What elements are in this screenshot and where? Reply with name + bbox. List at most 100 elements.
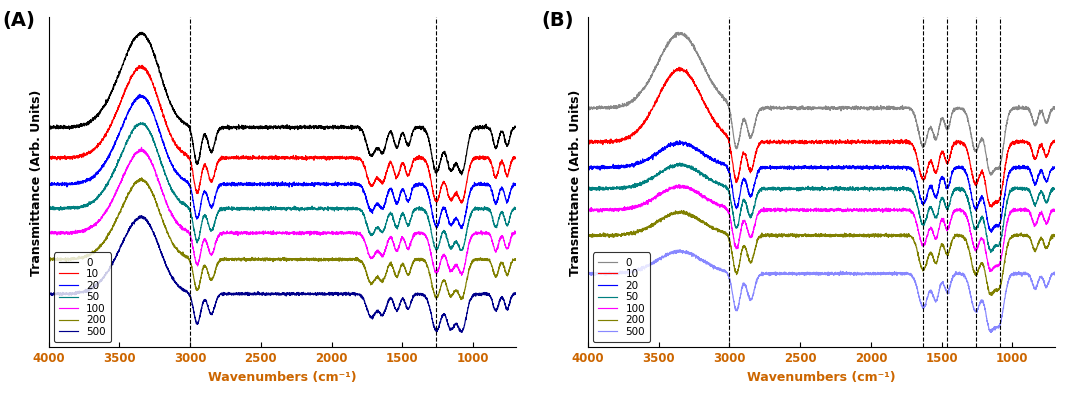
0	[593, 104, 605, 109]
500	[985, 330, 998, 335]
100	[75, 230, 87, 235]
0	[455, 173, 468, 177]
50	[85, 200, 98, 205]
20	[393, 192, 406, 196]
20	[582, 166, 595, 171]
20	[43, 181, 55, 186]
200	[933, 250, 946, 254]
100	[235, 230, 247, 235]
10	[53, 155, 66, 160]
200	[614, 233, 627, 237]
0	[135, 30, 148, 35]
100	[43, 230, 55, 235]
0	[582, 106, 595, 111]
100	[53, 230, 66, 235]
200	[582, 232, 595, 237]
20	[53, 181, 66, 186]
500	[235, 291, 247, 296]
200	[85, 252, 98, 256]
10	[43, 154, 55, 159]
0	[774, 105, 787, 110]
200	[675, 208, 688, 213]
200	[235, 259, 247, 263]
20	[933, 184, 946, 188]
100	[1049, 207, 1062, 212]
Y-axis label: Transmittance (Arb. Units): Transmittance (Arb. Units)	[569, 89, 582, 276]
10	[1049, 140, 1062, 145]
10	[774, 140, 787, 145]
500	[593, 271, 605, 276]
20	[1049, 165, 1062, 169]
100	[393, 240, 406, 245]
100	[774, 207, 787, 211]
500	[43, 292, 55, 297]
50	[510, 205, 522, 210]
50	[674, 160, 687, 165]
Line: 10: 10	[49, 65, 516, 203]
50	[75, 205, 87, 209]
20	[985, 230, 998, 235]
20	[941, 186, 954, 190]
50	[774, 188, 787, 193]
20	[455, 226, 468, 231]
500	[674, 247, 687, 252]
0	[933, 124, 946, 129]
0	[510, 124, 522, 129]
50	[402, 222, 415, 226]
10	[393, 166, 406, 171]
0	[235, 125, 247, 130]
100	[510, 231, 522, 235]
50	[1049, 187, 1062, 192]
50	[393, 216, 406, 221]
0	[985, 173, 998, 178]
50	[941, 207, 954, 212]
100	[625, 205, 637, 210]
0	[941, 126, 954, 131]
50	[625, 184, 637, 189]
Line: 0: 0	[588, 32, 1055, 175]
200	[510, 258, 522, 262]
10	[510, 155, 522, 160]
200	[1049, 233, 1062, 238]
10	[85, 150, 98, 154]
100	[933, 225, 946, 230]
0	[1049, 105, 1062, 110]
200	[774, 234, 787, 239]
100	[984, 269, 997, 274]
10	[593, 140, 605, 145]
Text: (B): (B)	[542, 11, 574, 30]
50	[933, 204, 946, 209]
20	[593, 164, 605, 169]
0	[614, 103, 627, 108]
100	[582, 208, 595, 213]
10	[235, 156, 247, 160]
100	[673, 182, 685, 187]
Line: 100: 100	[588, 184, 1055, 271]
50	[984, 250, 997, 255]
100	[455, 273, 468, 278]
0	[85, 119, 98, 124]
Line: 20: 20	[49, 94, 516, 229]
100	[85, 225, 98, 230]
500	[941, 290, 954, 294]
200	[454, 297, 467, 302]
Line: 10: 10	[588, 67, 1055, 207]
10	[614, 137, 627, 142]
10	[402, 172, 415, 177]
20	[510, 183, 522, 188]
100	[614, 207, 627, 211]
Legend: 0, 10, 20, 50, 100, 200, 500: 0, 10, 20, 50, 100, 200, 500	[593, 252, 650, 342]
10	[625, 134, 637, 139]
0	[393, 136, 406, 141]
50	[454, 248, 467, 253]
Legend: 0, 10, 20, 50, 100, 200, 500: 0, 10, 20, 50, 100, 200, 500	[54, 252, 111, 342]
Line: 200: 200	[49, 178, 516, 299]
50	[235, 206, 247, 211]
200	[593, 234, 605, 239]
200	[402, 273, 415, 278]
100	[135, 145, 148, 150]
20	[625, 162, 637, 167]
20	[75, 181, 87, 186]
10	[985, 205, 998, 209]
200	[75, 255, 87, 260]
